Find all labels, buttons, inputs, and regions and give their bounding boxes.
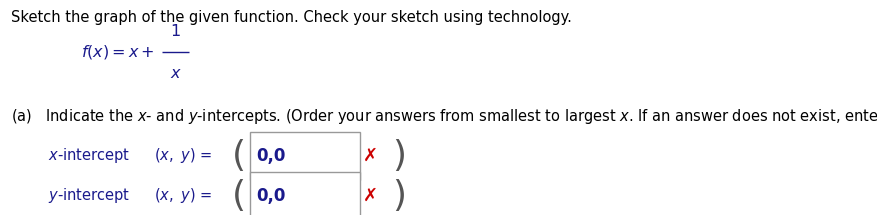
Text: ✗: ✗ — [362, 187, 378, 205]
Text: Sketch the graph of the given function. Check your sketch using technology.: Sketch the graph of the given function. … — [11, 10, 571, 25]
Text: $\it{1}$: $\it{1}$ — [170, 23, 181, 39]
Text: $\it{f}(\it{x}) = \it{x} +$: $\it{f}(\it{x}) = \it{x} +$ — [81, 43, 154, 61]
Text: ✗: ✗ — [362, 147, 378, 165]
Text: $\it{x}$: $\it{x}$ — [169, 66, 182, 81]
Text: ): ) — [392, 139, 406, 173]
Text: ): ) — [392, 179, 406, 213]
Text: $\it{y}$-intercept: $\it{y}$-intercept — [48, 186, 130, 205]
Text: 0,0: 0,0 — [256, 187, 285, 205]
Text: 0,0: 0,0 — [256, 147, 285, 165]
Text: (a)   Indicate the $\it{x}$- and $\it{y}$-intercepts. (Order your answers from s: (a) Indicate the $\it{x}$- and $\it{y}$-… — [11, 107, 877, 126]
Text: (: ( — [232, 139, 246, 173]
Text: $\it{x}$-intercept: $\it{x}$-intercept — [48, 146, 130, 165]
Text: $(\it{x},\ \it{y})$ =: $(\it{x},\ \it{y})$ = — [153, 186, 211, 205]
Text: $(\it{x},\ \it{y})$ =: $(\it{x},\ \it{y})$ = — [153, 146, 211, 165]
Text: (: ( — [232, 179, 246, 213]
